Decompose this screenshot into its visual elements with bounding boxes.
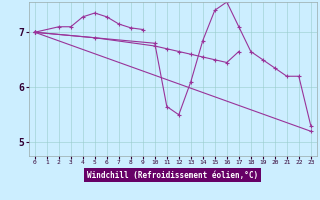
X-axis label: Windchill (Refroidissement éolien,°C): Windchill (Refroidissement éolien,°C) [87,171,258,180]
